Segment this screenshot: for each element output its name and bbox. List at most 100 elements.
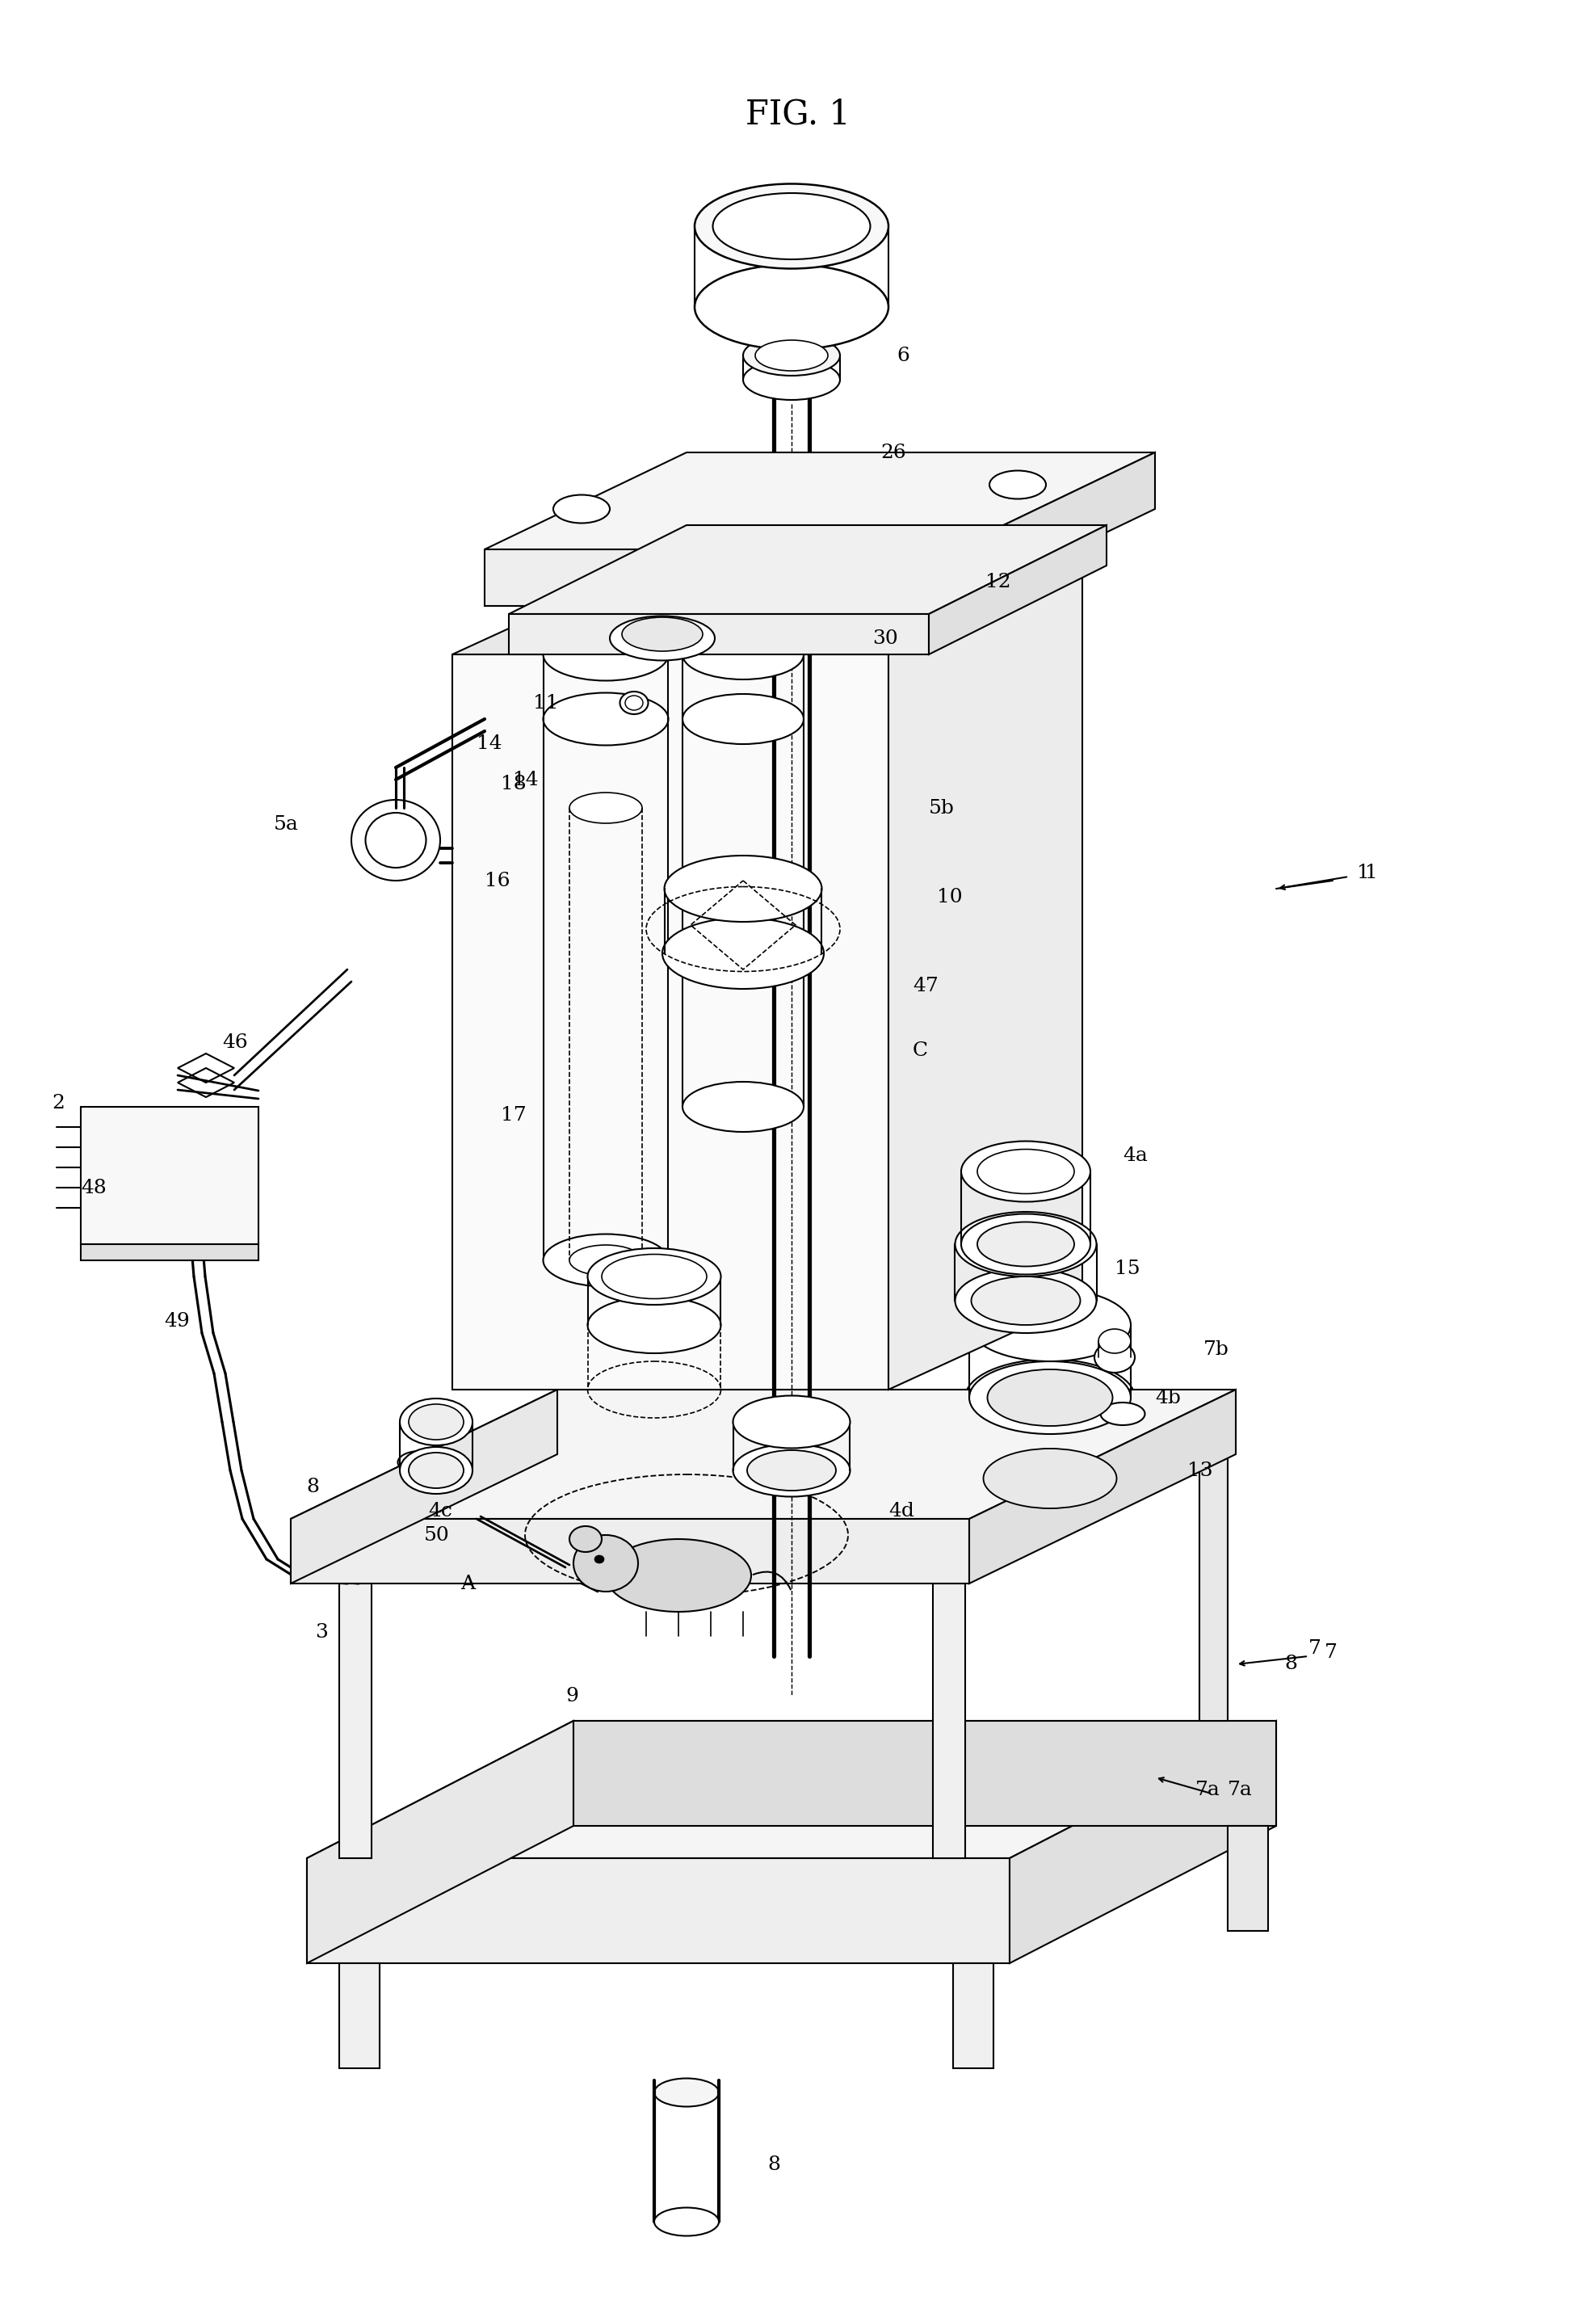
Text: 17: 17 [501,1106,527,1124]
Text: 4b: 4b [1156,1388,1181,1406]
Polygon shape [509,614,929,653]
Ellipse shape [755,339,828,372]
Polygon shape [509,524,1106,614]
Text: 30: 30 [873,628,899,647]
Ellipse shape [626,695,643,711]
Ellipse shape [977,1221,1074,1265]
Ellipse shape [397,1450,442,1473]
Ellipse shape [683,1083,804,1131]
Ellipse shape [683,630,804,679]
Ellipse shape [610,617,715,660]
Polygon shape [452,653,889,1390]
Text: 12: 12 [985,573,1010,591]
Polygon shape [485,550,953,605]
Text: 4a: 4a [1122,1145,1148,1164]
Ellipse shape [654,2207,718,2235]
Text: 5b: 5b [929,799,954,817]
Polygon shape [81,1106,259,1245]
Polygon shape [1200,1455,1227,1720]
Ellipse shape [573,1535,638,1591]
Ellipse shape [401,1448,472,1494]
Ellipse shape [1098,1330,1132,1353]
Text: C: C [913,1041,929,1060]
Ellipse shape [969,1362,1132,1434]
Polygon shape [929,524,1106,653]
Ellipse shape [1095,1342,1135,1372]
Text: 47: 47 [913,977,938,995]
Text: 16: 16 [485,870,511,889]
Ellipse shape [954,1212,1096,1277]
Ellipse shape [983,1448,1117,1508]
Text: 49: 49 [164,1312,190,1330]
Ellipse shape [543,628,669,681]
Ellipse shape [961,1215,1090,1275]
Ellipse shape [966,1360,1135,1436]
Ellipse shape [654,2078,718,2106]
Polygon shape [306,1720,1277,1859]
Polygon shape [573,1720,1277,1826]
Ellipse shape [990,471,1045,499]
Ellipse shape [543,693,669,746]
Polygon shape [953,1963,993,2069]
Ellipse shape [733,1395,851,1448]
Polygon shape [1227,1826,1269,1930]
Text: 8: 8 [306,1478,319,1496]
Text: 7: 7 [1325,1644,1337,1662]
Ellipse shape [619,693,648,713]
Ellipse shape [401,1399,472,1445]
Ellipse shape [972,1277,1080,1325]
Text: 11: 11 [533,693,559,711]
Text: 9: 9 [565,1688,578,1706]
Ellipse shape [602,1254,707,1298]
Ellipse shape [570,1526,602,1552]
Polygon shape [953,453,1156,605]
Polygon shape [969,1390,1235,1584]
Ellipse shape [744,335,839,376]
Text: 10: 10 [937,887,962,905]
Text: 46: 46 [222,1032,247,1051]
Polygon shape [452,566,1082,653]
Text: 4d: 4d [889,1501,915,1519]
Ellipse shape [966,1441,1135,1517]
Ellipse shape [769,1434,814,1457]
Text: 1: 1 [1365,864,1377,882]
Ellipse shape [713,194,870,259]
Text: 18: 18 [501,774,527,792]
Ellipse shape [683,695,804,743]
Polygon shape [340,1963,380,2069]
Ellipse shape [954,1268,1096,1332]
Ellipse shape [365,813,426,868]
Text: 7: 7 [1309,1639,1321,1658]
Ellipse shape [554,494,610,524]
Text: 2: 2 [51,1094,64,1113]
Ellipse shape [694,185,889,268]
Ellipse shape [969,1288,1132,1362]
Text: 6: 6 [897,346,910,365]
Ellipse shape [662,917,824,988]
Polygon shape [290,1519,969,1584]
Ellipse shape [961,1141,1090,1201]
Text: 14: 14 [512,771,538,790]
Text: 48: 48 [81,1178,107,1196]
Polygon shape [81,1245,259,1261]
Ellipse shape [351,799,440,880]
Ellipse shape [587,1249,721,1305]
Polygon shape [340,1584,372,1859]
Ellipse shape [744,360,839,399]
Ellipse shape [977,1150,1074,1194]
Ellipse shape [543,1233,669,1286]
Text: 3: 3 [314,1623,327,1642]
Polygon shape [290,1390,557,1584]
Ellipse shape [664,857,822,921]
Polygon shape [889,566,1082,1390]
Text: 8: 8 [1285,1656,1298,1674]
Ellipse shape [733,1443,851,1496]
Polygon shape [934,1584,966,1859]
Ellipse shape [622,617,702,651]
Text: 14: 14 [477,734,503,753]
Ellipse shape [409,1452,463,1489]
Text: 13: 13 [1187,1462,1213,1480]
Polygon shape [1010,1720,1277,1963]
Polygon shape [485,453,1156,550]
Text: 4c: 4c [428,1501,452,1519]
